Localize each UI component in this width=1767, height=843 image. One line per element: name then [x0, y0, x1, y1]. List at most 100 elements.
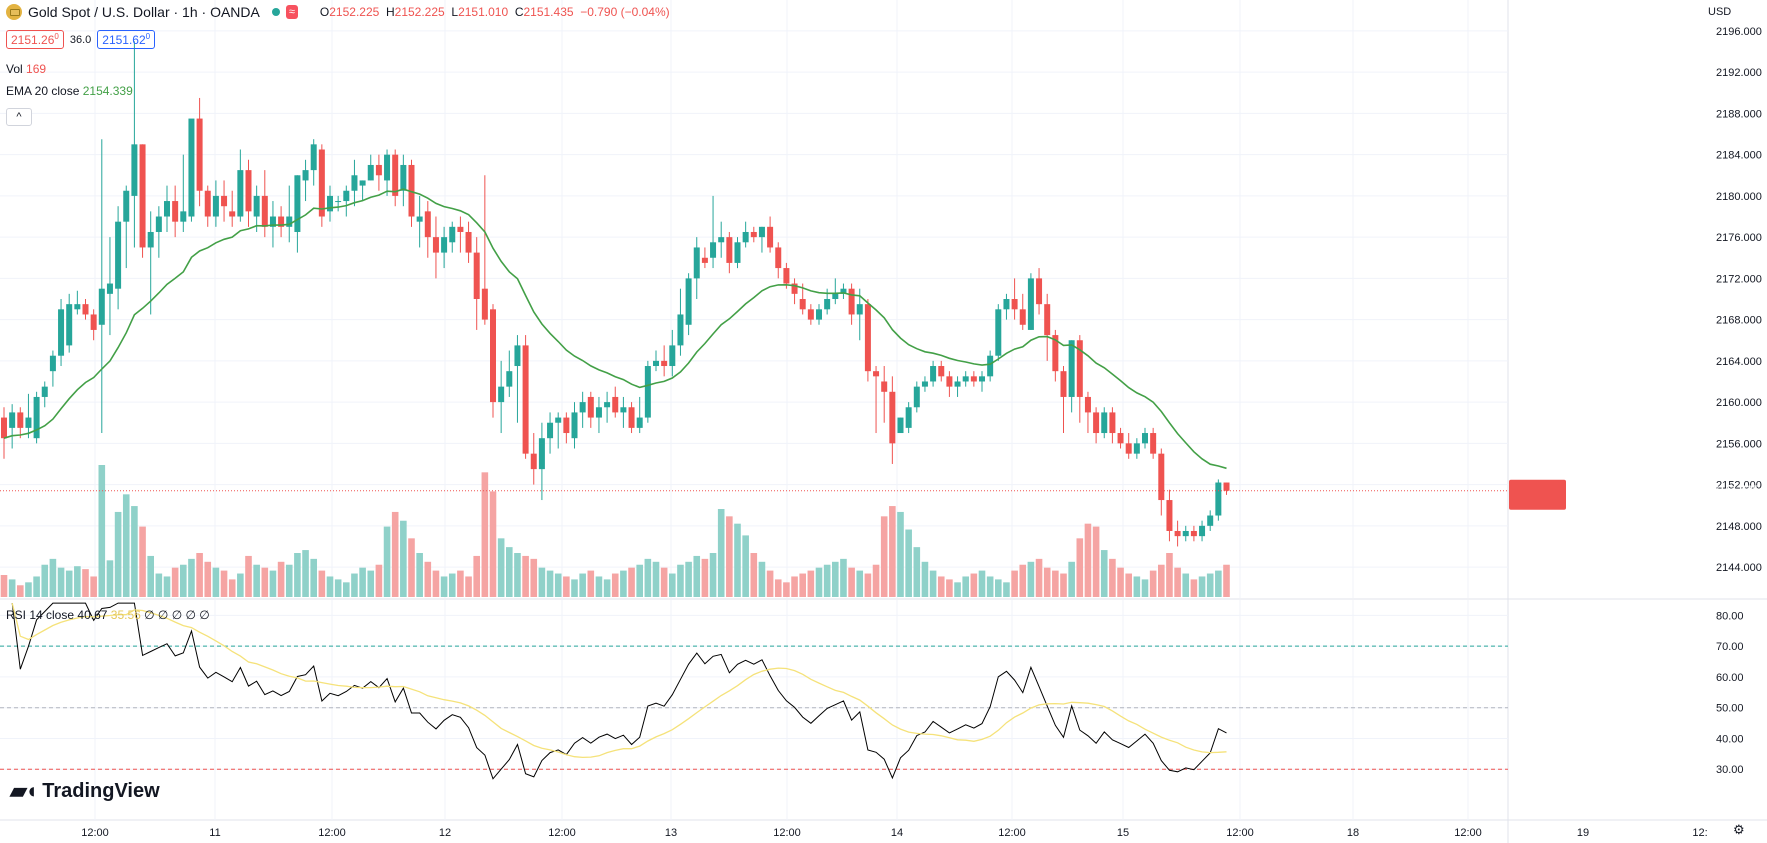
- candle-body: [710, 242, 717, 258]
- candle-body: [1125, 443, 1132, 454]
- volume-bar: [644, 558, 652, 597]
- currency-selector[interactable]: USD: [1708, 6, 1732, 18]
- candle-body: [1199, 525, 1206, 537]
- volume-bar: [734, 523, 741, 597]
- tradingview-logo[interactable]: ▰◖ TradingView: [10, 778, 160, 804]
- candle-body: [938, 366, 945, 377]
- candle-body: [930, 366, 937, 382]
- candle-body: [530, 453, 537, 470]
- candle-body: [237, 170, 244, 217]
- tv-logo-icon: ▰◖: [10, 778, 38, 803]
- candle-body: [783, 268, 790, 284]
- volume-bar: [334, 579, 342, 597]
- volume-bar: [180, 564, 187, 597]
- volume-bar: [440, 576, 448, 597]
- candle-body: [245, 170, 252, 212]
- volume-bar: [285, 564, 293, 597]
- volume-bar: [1166, 553, 1173, 597]
- candle-body: [848, 288, 855, 315]
- volume-bar: [351, 573, 358, 597]
- time-tick-label: 11: [209, 827, 220, 839]
- candle-body: [522, 345, 529, 454]
- volume-bar: [603, 579, 611, 597]
- candle-body: [799, 299, 806, 310]
- symbol-title[interactable]: Gold Spot / U.S. Dollar · 1h · OANDA: [28, 4, 260, 20]
- volume-bar: [326, 576, 334, 597]
- volume-bar: [913, 547, 921, 597]
- volume-bar: [579, 573, 586, 597]
- volume-bar: [514, 553, 521, 597]
- buy-button[interactable]: 2151.620: [97, 30, 156, 49]
- volume-bar: [709, 553, 717, 597]
- volume-bar: [359, 567, 366, 597]
- volume-bar: [131, 506, 138, 597]
- candle-body: [66, 304, 73, 346]
- volume-bar: [294, 553, 301, 597]
- wave-icon[interactable]: ≈: [285, 5, 298, 19]
- time-tick-label: 12: [439, 827, 451, 839]
- time-tick-label: 14: [891, 827, 903, 839]
- price-tick-label: 2196.000: [1716, 26, 1762, 38]
- volume-bar: [530, 558, 538, 597]
- volume-bar: [954, 582, 961, 597]
- volume-bar: [204, 561, 212, 597]
- candle-body: [571, 412, 578, 439]
- volume-bar: [302, 550, 309, 597]
- price-tick-label: 2172.000: [1716, 273, 1762, 285]
- time-tick-label: 12:00: [1226, 827, 1254, 839]
- volume-bar: [889, 506, 896, 597]
- volume-bar: [669, 573, 676, 597]
- rsi-tick-label: 40.00: [1716, 733, 1744, 745]
- time-tick-label: 13: [665, 827, 677, 839]
- volume-bar: [620, 570, 627, 597]
- candle-body: [677, 314, 684, 346]
- candle-body: [538, 438, 545, 470]
- candle-body: [636, 417, 643, 428]
- volume-bar: [1141, 579, 1149, 597]
- price-tick-label: 2180.000: [1716, 191, 1762, 203]
- candle-body: [375, 164, 382, 176]
- candle-body: [1174, 530, 1181, 537]
- candle-body: [816, 309, 822, 320]
- time-tick-label: 12:: [1692, 827, 1707, 839]
- candle-body: [1166, 500, 1173, 531]
- price-tick-label: 2160.000: [1716, 397, 1762, 409]
- sell-price-sup: 0: [54, 32, 59, 41]
- volume-bar: [122, 494, 130, 597]
- ema-line: [3, 188, 1227, 470]
- rsi-tick-label: 60.00: [1716, 672, 1744, 684]
- ema-legend[interactable]: EMA 20 close 2154.339: [6, 84, 133, 98]
- volume-bar: [408, 538, 415, 597]
- volume-bar: [318, 570, 326, 597]
- volume-value: 169: [26, 62, 47, 76]
- rsi-legend[interactable]: RSI 14 close 40.67 35.56 ∅ ∅ ∅ ∅ ∅: [6, 608, 210, 622]
- candle-body: [661, 360, 668, 367]
- candle-body: [685, 278, 692, 325]
- candle-body: [327, 195, 333, 212]
- volume-bar: [1215, 570, 1222, 597]
- volume-bar: [978, 570, 986, 597]
- volume-legend[interactable]: Vol 169: [6, 62, 46, 76]
- candle-body: [620, 407, 627, 413]
- candle-body: [408, 164, 415, 217]
- buy-price-sup: 0: [145, 32, 151, 41]
- volume-bar: [880, 516, 888, 597]
- volume-bar: [1027, 561, 1035, 597]
- volume-bar: [677, 564, 684, 597]
- volume-bar: [74, 566, 81, 597]
- time-tick-label: 12:00: [1454, 827, 1482, 839]
- candle-body: [718, 237, 725, 243]
- candle-body: [424, 211, 431, 238]
- candle-body: [791, 283, 798, 294]
- candle-body: [58, 309, 65, 356]
- time-tick-label: 18: [1347, 827, 1359, 839]
- settings-gear-icon[interactable]: ⚙: [1733, 822, 1745, 837]
- candle-body: [457, 226, 464, 232]
- candle-body: [653, 360, 659, 367]
- candle-body: [1207, 515, 1214, 526]
- volume-bar: [106, 560, 114, 597]
- collapse-legend-button[interactable]: ^: [6, 108, 32, 126]
- candle-body: [856, 304, 863, 315]
- sell-button[interactable]: 2151.260: [6, 30, 64, 49]
